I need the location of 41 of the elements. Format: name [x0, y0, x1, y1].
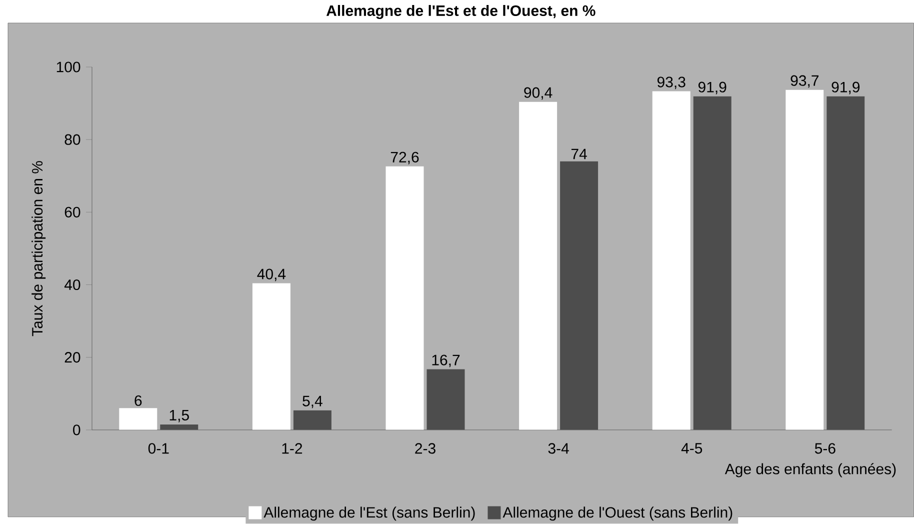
bar [119, 408, 158, 430]
x-tick-label: 5-6 [814, 443, 836, 454]
bar [293, 410, 332, 430]
x-tick-label: 2-3 [415, 443, 436, 454]
x-tick-label: 4-5 [681, 443, 702, 454]
x-tick-label: 1-2 [282, 443, 302, 454]
bar [160, 424, 198, 430]
bar [786, 90, 824, 430]
x-axis-title: Age des enfants (années) [724, 463, 896, 478]
bar [252, 283, 290, 430]
data-label: 91,9 [698, 82, 726, 94]
bar [386, 166, 424, 430]
data-label: 6 [134, 395, 142, 406]
y-tick-label: 20 [64, 352, 80, 363]
legend-label: Allemagne de l'Ouest (sans Berlin) [502, 506, 732, 521]
y-tick-label: 80 [64, 134, 80, 145]
data-label: 72,6 [390, 152, 419, 164]
data-label: 74 [571, 148, 587, 160]
y-tick-label: 0 [73, 424, 80, 436]
bar [426, 369, 465, 430]
bar [560, 161, 598, 430]
data-label: 93,7 [790, 75, 819, 88]
bar [519, 102, 558, 430]
y-tick-label: 40 [64, 280, 80, 290]
data-label: 93,3 [657, 76, 686, 90]
x-tick-label: 0-1 [148, 443, 169, 454]
data-label: 5,4 [302, 396, 322, 408]
y-tick-label: 60 [64, 206, 80, 218]
data-label: 1,5 [170, 410, 189, 422]
bar [652, 91, 690, 430]
data-label: 90,4 [524, 87, 552, 100]
bar [693, 96, 732, 430]
legend-label: Allemagne de l'Est (sans Berlin) [264, 506, 475, 521]
y-axis-title: Taux de participation en % [32, 161, 46, 336]
y-tick-label: 100 [56, 62, 80, 72]
data-label: 40,4 [257, 268, 286, 282]
x-tick-label: 3-4 [548, 443, 569, 454]
bar [826, 96, 865, 430]
data-label: 91,9 [832, 82, 860, 94]
data-label: 16,7 [432, 354, 460, 368]
chart-title: Allemagne de l'Est et de l'Ouest, en % [326, 5, 596, 20]
